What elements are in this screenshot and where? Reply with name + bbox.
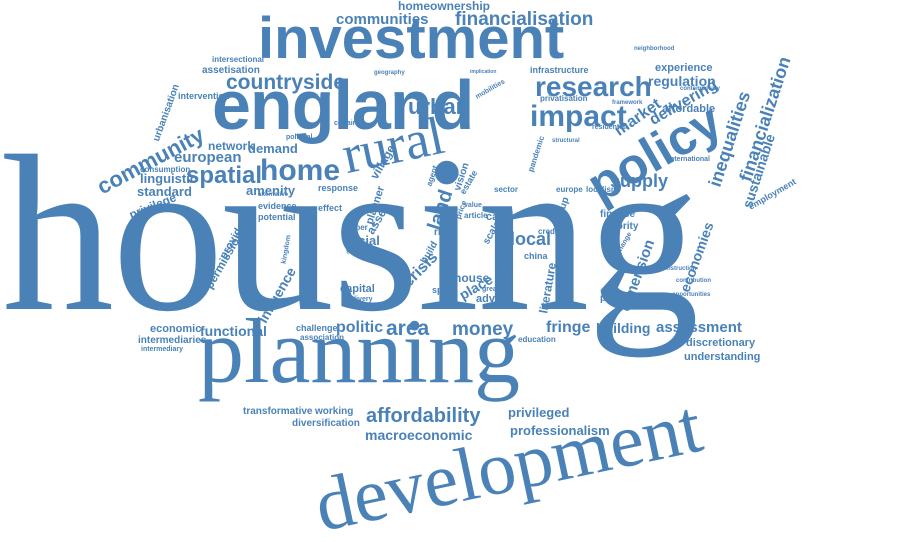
word-transformative: transformative — [243, 406, 313, 417]
word-supply: supply — [610, 171, 669, 191]
word-paper: paper — [346, 223, 368, 232]
word-finance: finance — [600, 209, 636, 220]
word-european: european — [174, 149, 242, 166]
word-privileged: privileged — [508, 405, 570, 420]
word-construction: construction — [660, 266, 697, 272]
word-europe: europe — [556, 185, 583, 194]
word-fringe: fringe — [546, 319, 591, 336]
word-england: england — [212, 66, 474, 144]
word-area: area — [386, 317, 430, 340]
word-value: value — [464, 202, 482, 209]
word-house: house — [454, 271, 490, 285]
word-contribution: contribution — [676, 278, 711, 284]
word-effect: effect — [318, 203, 343, 213]
word-localism: localism — [586, 185, 619, 194]
word-research: research — [535, 71, 652, 102]
word-network: network — [208, 139, 255, 153]
word-structural: structural — [552, 138, 580, 144]
word-political: political — [286, 134, 313, 141]
word-linguistic: linguistic — [140, 171, 198, 186]
word-standard: standard — [137, 184, 192, 199]
word-working: working — [315, 406, 354, 417]
word-capital: capital — [340, 283, 375, 295]
word-greater: greater — [482, 286, 506, 293]
word-regulation: regulation — [648, 73, 716, 89]
word-macroeconomic: macroeconomic — [365, 427, 473, 443]
word-risk: risk — [434, 227, 452, 238]
word-amenity: amenity — [246, 183, 296, 198]
word-advice: advice — [476, 293, 511, 305]
word-china: china — [524, 251, 548, 261]
word-diversification: diversification — [292, 418, 360, 429]
word-intermediary: intermediary — [141, 346, 184, 353]
word-housing: housing — [2, 110, 699, 358]
word-demand: demand — [248, 141, 298, 156]
word-evidence: evidence — [258, 201, 297, 211]
word-association: association — [300, 333, 345, 342]
word-privatisation: privatisation — [540, 94, 588, 103]
word-spatial: spatial — [186, 162, 263, 189]
word-framework: framework — [612, 100, 643, 106]
word-alternative: alternative — [258, 192, 289, 198]
word-response: response — [318, 183, 359, 193]
word-assetisation: assetisation — [202, 65, 260, 76]
word-home: home — [260, 154, 341, 187]
word-delivery: delivery — [346, 296, 373, 303]
word-intervention: intervention — [178, 91, 230, 101]
word-potential: potential — [258, 212, 296, 222]
word-professionalism: professionalism — [510, 423, 610, 438]
word-social: social — [343, 233, 380, 248]
word-local: local — [510, 229, 552, 249]
word-residential: residential — [592, 124, 628, 131]
word-impact: impact — [530, 100, 627, 133]
word-neighborhood: neighborhood — [634, 46, 675, 52]
word-economic: economic — [150, 323, 202, 335]
word-infrastructure: infrastructure — [530, 65, 589, 75]
word-functional: functional — [200, 323, 267, 339]
word-space: space — [432, 285, 458, 295]
word-case: case — [486, 211, 511, 223]
word-discretionary: discretionary — [686, 337, 756, 349]
word-experience: experience — [655, 62, 713, 74]
word-priority: priority — [604, 221, 639, 232]
word-understanding: understanding — [684, 351, 761, 363]
word-geography: geography — [374, 70, 405, 76]
word-education: education — [518, 335, 556, 344]
word-opportunities: opportunities — [672, 292, 711, 298]
word-credit: credit — [538, 227, 560, 236]
word-money: money — [452, 319, 514, 340]
word-assessment: assessment — [656, 319, 742, 336]
word-planning: planning — [198, 300, 520, 402]
word-mobilities: mobilities — [474, 78, 507, 101]
word-consumption: consumption — [140, 165, 191, 174]
word-principle: principle — [600, 293, 642, 304]
word-certainty: certainty — [334, 120, 364, 127]
word-countryside: countryside — [226, 71, 346, 94]
word-financialisation: financialisation — [455, 9, 594, 30]
word-guide: guide — [346, 245, 368, 254]
word-implication: implication — [470, 69, 497, 75]
word-politic: politic — [336, 319, 384, 336]
word-article: article — [464, 211, 488, 220]
word-challenge: challenge — [296, 323, 338, 333]
word-international: international — [668, 156, 711, 163]
word-building: building — [596, 320, 651, 336]
word-investment: investment — [258, 6, 565, 71]
word-affordable: affordable — [662, 103, 716, 115]
word-contemporary: contemporary — [680, 86, 721, 92]
word-sector: sector — [494, 185, 519, 194]
word-intersectional: intersectional — [212, 55, 265, 64]
word-intermediaries: intermediaries — [138, 335, 207, 346]
word-communities: communities — [336, 11, 429, 28]
word-homeownership: homeownership — [398, 0, 491, 13]
word-affordability: affordability — [366, 405, 481, 427]
word-urban: urban — [408, 94, 470, 119]
